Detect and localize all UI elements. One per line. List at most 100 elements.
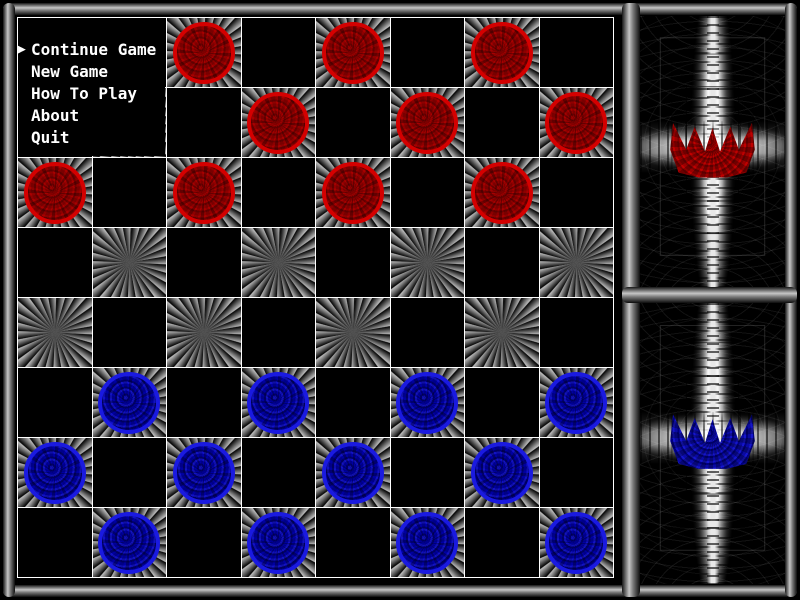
- red-piece[interactable]: [247, 91, 310, 154]
- board-cell-r2c0[interactable]: [18, 158, 92, 227]
- blue-piece[interactable]: [98, 371, 161, 434]
- red-piece[interactable]: [172, 161, 235, 224]
- board-cell-r5c7[interactable]: [539, 368, 613, 437]
- blue-piece[interactable]: [321, 441, 384, 504]
- board-cell-r4c7[interactable]: [539, 298, 613, 367]
- board-cell-r6c4[interactable]: [316, 438, 390, 507]
- blue-piece[interactable]: [396, 371, 459, 434]
- board-cell-r4c4[interactable]: [316, 298, 390, 367]
- board-cell-r7c6[interactable]: [465, 508, 539, 577]
- blue-piece[interactable]: [172, 441, 235, 504]
- board-cell-r3c0[interactable]: [18, 228, 92, 297]
- menu-item-label: Quit: [31, 128, 70, 147]
- board-cell-r6c7[interactable]: [539, 438, 613, 507]
- blue-piece[interactable]: [247, 371, 310, 434]
- board-cell-r7c3[interactable]: [241, 508, 315, 577]
- board-cell-r3c5[interactable]: [390, 228, 464, 297]
- frame-bottom-bar: [3, 585, 797, 597]
- board-cell-r4c2[interactable]: [167, 298, 241, 367]
- board-cell-r4c1[interactable]: [92, 298, 166, 367]
- board-cell-r0c5[interactable]: [390, 18, 464, 87]
- board-cell-r6c1[interactable]: [92, 438, 166, 507]
- board-cell-r3c3[interactable]: [241, 228, 315, 297]
- blue-piece[interactable]: [98, 511, 161, 574]
- board-cell-r3c2[interactable]: [167, 228, 241, 297]
- board-cell-r7c2[interactable]: [167, 508, 241, 577]
- blue-player-panel: [640, 303, 785, 584]
- board-cell-r7c0[interactable]: [18, 508, 92, 577]
- blue-piece[interactable]: [545, 511, 608, 574]
- board-cell-r5c3[interactable]: [241, 368, 315, 437]
- red-player-panel: [640, 16, 785, 288]
- board-cell-r1c2[interactable]: [167, 88, 241, 157]
- board-cell-r3c7[interactable]: [539, 228, 613, 297]
- board-cell-r2c2[interactable]: [167, 158, 241, 227]
- board-cell-r7c1[interactable]: [92, 508, 166, 577]
- board-cell-r0c2[interactable]: [167, 18, 241, 87]
- menu-item-how-to-play[interactable]: How To Play: [18, 83, 165, 105]
- board-cell-r2c6[interactable]: [465, 158, 539, 227]
- board-cell-r5c5[interactable]: [390, 368, 464, 437]
- red-piece[interactable]: [545, 91, 608, 154]
- board-cell-r5c2[interactable]: [167, 368, 241, 437]
- blue-piece[interactable]: [545, 371, 608, 434]
- board-cell-r1c7[interactable]: [539, 88, 613, 157]
- menu-cursor-spacer: [18, 127, 31, 149]
- blue-piece[interactable]: [247, 511, 310, 574]
- board-cell-r7c4[interactable]: [316, 508, 390, 577]
- board-cell-r0c7[interactable]: [539, 18, 613, 87]
- board-cell-r3c1[interactable]: [92, 228, 166, 297]
- blue-piece[interactable]: [23, 441, 86, 504]
- board-cell-r3c6[interactable]: [465, 228, 539, 297]
- board-cell-r0c4[interactable]: [316, 18, 390, 87]
- red-piece[interactable]: [23, 161, 86, 224]
- menu-item-label: New Game: [31, 62, 109, 81]
- board-cell-r5c0[interactable]: [18, 368, 92, 437]
- board-cell-r6c0[interactable]: [18, 438, 92, 507]
- board-cell-r0c6[interactable]: [465, 18, 539, 87]
- red-piece[interactable]: [470, 21, 533, 84]
- red-piece[interactable]: [470, 161, 533, 224]
- board-cell-r4c5[interactable]: [390, 298, 464, 367]
- board-cell-r1c5[interactable]: [390, 88, 464, 157]
- checkers-board: [17, 17, 614, 578]
- board-cell-r7c5[interactable]: [390, 508, 464, 577]
- frame-top-bar: [3, 3, 797, 15]
- red-piece[interactable]: [172, 21, 235, 84]
- board-cell-r4c6[interactable]: [465, 298, 539, 367]
- menu-item-continue-game[interactable]: ▶ Continue Game: [18, 39, 165, 61]
- board-cell-r1c6[interactable]: [465, 88, 539, 157]
- menu-cursor-spacer: [18, 83, 31, 105]
- board-cell-r2c1[interactable]: [92, 158, 166, 227]
- menu-cursor-spacer: [18, 61, 31, 83]
- board-cell-r2c4[interactable]: [316, 158, 390, 227]
- board-cell-r1c4[interactable]: [316, 88, 390, 157]
- frame-left-bar: [3, 3, 15, 597]
- board-cell-r1c3[interactable]: [241, 88, 315, 157]
- board-cell-r7c7[interactable]: [539, 508, 613, 577]
- board-cell-r0c3[interactable]: [241, 18, 315, 87]
- board-cell-r6c5[interactable]: [390, 438, 464, 507]
- board-cell-r2c7[interactable]: [539, 158, 613, 227]
- red-piece[interactable]: [396, 91, 459, 154]
- red-piece[interactable]: [321, 161, 384, 224]
- game-menu: ▶ Continue Game New Game How To Play Abo…: [18, 18, 165, 156]
- board-cell-r4c3[interactable]: [241, 298, 315, 367]
- menu-item-about[interactable]: About: [18, 105, 165, 127]
- menu-item-new-game[interactable]: New Game: [18, 61, 165, 83]
- board-cell-r5c4[interactable]: [316, 368, 390, 437]
- board-cell-r5c6[interactable]: [465, 368, 539, 437]
- blue-piece[interactable]: [396, 511, 459, 574]
- red-piece[interactable]: [321, 21, 384, 84]
- blue-piece[interactable]: [470, 441, 533, 504]
- board-cell-r2c5[interactable]: [390, 158, 464, 227]
- board-cell-r3c4[interactable]: [316, 228, 390, 297]
- board-cell-r6c2[interactable]: [167, 438, 241, 507]
- board-cell-r5c1[interactable]: [92, 368, 166, 437]
- menu-item-quit[interactable]: Quit: [18, 127, 165, 149]
- board-cell-r2c3[interactable]: [241, 158, 315, 227]
- board-cell-r6c3[interactable]: [241, 438, 315, 507]
- menu-item-label: Continue Game: [31, 40, 157, 59]
- board-cell-r4c0[interactable]: [18, 298, 92, 367]
- board-cell-r6c6[interactable]: [465, 438, 539, 507]
